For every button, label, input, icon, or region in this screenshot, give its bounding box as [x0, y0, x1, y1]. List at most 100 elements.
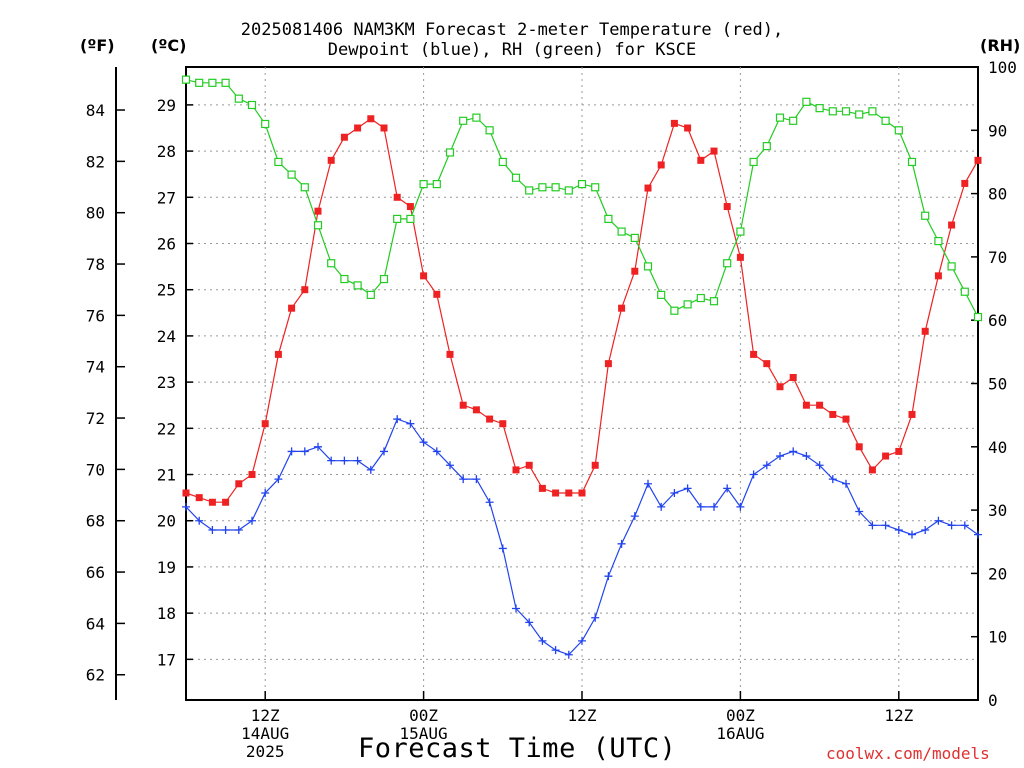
rh-point — [577, 180, 587, 189]
rh-point — [208, 78, 217, 87]
time-tick-label: 12Z — [884, 706, 913, 725]
temp-point — [512, 466, 520, 474]
dewpoint-point — [472, 475, 481, 484]
rh-point — [406, 214, 415, 224]
fahrenheit-tick-label: 66 — [86, 563, 105, 582]
time-tick-label: 16AUG — [716, 724, 764, 743]
rh-point — [525, 186, 534, 195]
temp-point — [736, 253, 744, 261]
time-tick-label: 00Z — [726, 706, 755, 725]
celsius-tick-label: 22 — [157, 419, 176, 438]
dewpoint-point — [512, 604, 520, 613]
celsius-unit-label: (ºC) — [151, 36, 187, 55]
fahrenheit-tick-label: 64 — [86, 614, 105, 633]
dewpoint-point — [802, 452, 811, 461]
rh-point — [313, 221, 323, 230]
celsius-tick-label: 21 — [157, 466, 176, 485]
dewpoint-point — [828, 475, 837, 484]
temp-point — [697, 156, 705, 164]
rh-point — [855, 110, 864, 119]
temp-point — [261, 420, 269, 428]
temp-point — [301, 286, 309, 294]
temp-point — [855, 443, 863, 451]
rh-tick-label: 40 — [988, 438, 1007, 457]
temp-point — [670, 119, 678, 127]
rh-tick-label: 60 — [988, 311, 1007, 330]
temp-point — [433, 290, 441, 298]
time-tick-label: 12Z — [251, 706, 280, 725]
rh-point — [221, 78, 230, 87]
fahrenheit-tick-label: 70 — [86, 460, 105, 479]
dewpoint-point — [657, 502, 666, 511]
dewpoint-point — [446, 461, 454, 470]
fahrenheit-tick-label: 76 — [86, 306, 105, 325]
rh-point — [749, 157, 758, 167]
temp-point — [274, 350, 282, 358]
rh-point — [907, 157, 917, 167]
temp-point — [327, 156, 335, 164]
temp-point — [459, 401, 467, 409]
rh-point — [511, 173, 521, 182]
temp-point — [420, 272, 428, 280]
temp-point — [974, 156, 982, 164]
credit-link[interactable]: coolwx.com/models — [826, 744, 990, 763]
dewpoint-point — [353, 456, 362, 465]
dewpoint-point — [366, 465, 375, 474]
rh-point — [894, 126, 903, 135]
celsius-tick-label: 25 — [157, 281, 176, 300]
rh-point — [591, 183, 600, 192]
dewpoint-point — [340, 456, 349, 465]
time-tick-label: 12Z — [568, 706, 597, 725]
rh-point — [960, 287, 969, 296]
rh-point — [643, 262, 653, 271]
rh-point — [538, 183, 547, 192]
time-tick-label: 14AUG — [241, 724, 289, 743]
dewpoint-point — [498, 544, 507, 553]
temp-point — [895, 447, 903, 455]
rh-point — [604, 214, 613, 224]
celsius-tick-label: 28 — [157, 142, 176, 161]
rh-point — [551, 183, 560, 192]
rh-point — [709, 297, 719, 306]
dewpoint-point — [947, 521, 956, 530]
dewpoint-point — [327, 456, 336, 465]
celsius-tick-label: 23 — [157, 373, 176, 392]
temp-point — [631, 267, 639, 275]
temp-point — [618, 304, 626, 312]
dewpoint-point — [710, 502, 718, 511]
time-tick-label: 2025 — [246, 742, 285, 761]
rh-tick-label: 30 — [988, 501, 1007, 520]
temp-point — [195, 494, 203, 502]
dewpoint-point — [591, 613, 600, 622]
rh-point — [195, 78, 204, 87]
rh-point — [670, 306, 679, 315]
temp-point — [446, 350, 454, 358]
fahrenheit-tick-label: 82 — [86, 152, 105, 171]
dewpoint-point — [908, 530, 916, 539]
celsius-tick-label: 18 — [157, 604, 176, 623]
dewpoint-point — [564, 650, 573, 659]
temp-point — [552, 489, 560, 497]
dewpoint-point — [617, 539, 626, 548]
dewpoint-point — [789, 447, 798, 456]
rh-tick-label: 0 — [988, 691, 998, 710]
rh-point — [789, 116, 798, 125]
temp-point — [684, 124, 692, 132]
temp-point — [314, 207, 322, 215]
dewpoint-point — [287, 447, 296, 456]
rh-point — [973, 312, 983, 322]
temp-point — [208, 498, 216, 506]
rh-tick-label: 100 — [988, 58, 1017, 77]
dewpoint-point — [248, 516, 256, 525]
temp-point — [829, 410, 837, 418]
celsius-tick-label: 29 — [157, 96, 176, 115]
fahrenheit-tick-label: 78 — [86, 255, 105, 274]
dewpoint-point — [855, 507, 864, 516]
dewpoint-point — [960, 521, 969, 530]
rh-point — [181, 75, 191, 84]
temp-point — [380, 124, 388, 132]
temp-point — [802, 401, 810, 409]
rh-point — [498, 157, 507, 167]
dewpoint-point — [419, 438, 428, 447]
temp-point — [354, 124, 362, 132]
